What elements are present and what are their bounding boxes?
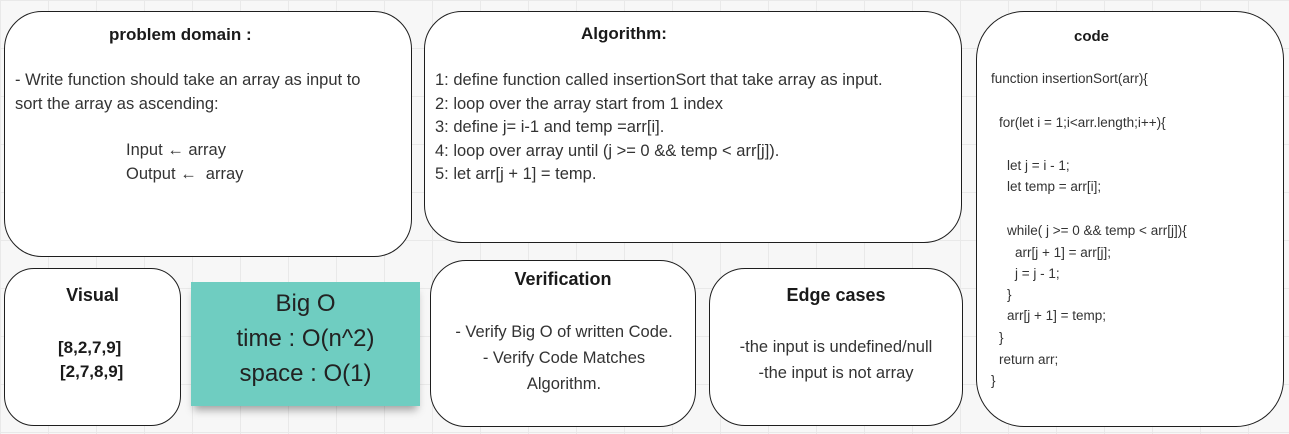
big-o-time: time : O(n^2) bbox=[236, 325, 375, 352]
code-line: arr[j + 1] = arr[j]; bbox=[1015, 245, 1112, 260]
code-line: let j = i - 1; bbox=[1007, 158, 1070, 173]
visual-card: Visual [8,2,7,9] [2,7,8,9] bbox=[4, 268, 181, 426]
input-line: Input ← array bbox=[126, 141, 226, 159]
code-line: while( j >= 0 && temp < arr[j]){ bbox=[1007, 223, 1187, 238]
verification-text: - Verify Big O of written Code. - Verify… bbox=[455, 323, 673, 393]
algorithm-step: 3: define j= i-1 and temp =arr[i]. bbox=[435, 118, 665, 136]
algorithm-card: Algorithm: 1: define function called ins… bbox=[424, 11, 962, 243]
code-line: for(let i = 1;i<arr.length;i++){ bbox=[999, 115, 1166, 130]
code-line: } bbox=[1007, 287, 1012, 302]
algorithm-step: 5: let arr[j + 1] = temp. bbox=[435, 165, 597, 183]
edge-cases-text: -the input is undefined/null -the input … bbox=[739, 338, 933, 382]
algorithm-step: 1: define function called insertionSort … bbox=[435, 71, 883, 89]
big-o-title: Big O bbox=[275, 290, 336, 317]
algorithm-step: 4: loop over array until (j >= 0 && temp… bbox=[435, 142, 780, 160]
code-line: let temp = arr[i]; bbox=[1007, 179, 1102, 194]
code-line: j = j - 1; bbox=[1015, 266, 1060, 281]
verification-title: Verification bbox=[514, 269, 612, 289]
problem-domain-line: sort the array as ascending: bbox=[15, 95, 219, 113]
visual-title: Visual bbox=[66, 285, 119, 305]
code-line: arr[j + 1] = temp; bbox=[1007, 308, 1107, 323]
code-line: function insertionSort(arr){ bbox=[991, 71, 1148, 86]
problem-domain-card: problem domain : - Write function should… bbox=[4, 11, 412, 257]
edge-cases-card: Edge cases -the input is undefined/null … bbox=[709, 268, 963, 426]
visual-after: [2,7,8,9] bbox=[60, 362, 124, 381]
code-line: return arr; bbox=[999, 352, 1059, 367]
code-title: code bbox=[1074, 28, 1110, 45]
output-line: Output ← array bbox=[126, 165, 244, 183]
verification-card: Verification - Verify Big O of written C… bbox=[430, 260, 696, 427]
visual-before: [8,2,7,9] bbox=[58, 338, 122, 357]
big-o-sticky-note: Big O time : O(n^2) space : O(1) bbox=[191, 282, 420, 406]
code-card: code function insertionSort(arr){ for(le… bbox=[976, 11, 1284, 427]
code-line: } bbox=[999, 330, 1004, 345]
problem-domain-line: - Write function should take an array as… bbox=[15, 71, 361, 89]
problem-domain-title: problem domain : bbox=[109, 25, 252, 44]
code-line: } bbox=[991, 373, 996, 388]
big-o-space: space : O(1) bbox=[239, 360, 372, 387]
edge-cases-title: Edge cases bbox=[786, 285, 886, 305]
algorithm-step: 2: loop over the array start from 1 inde… bbox=[435, 95, 723, 113]
algorithm-title: Algorithm: bbox=[581, 24, 667, 43]
